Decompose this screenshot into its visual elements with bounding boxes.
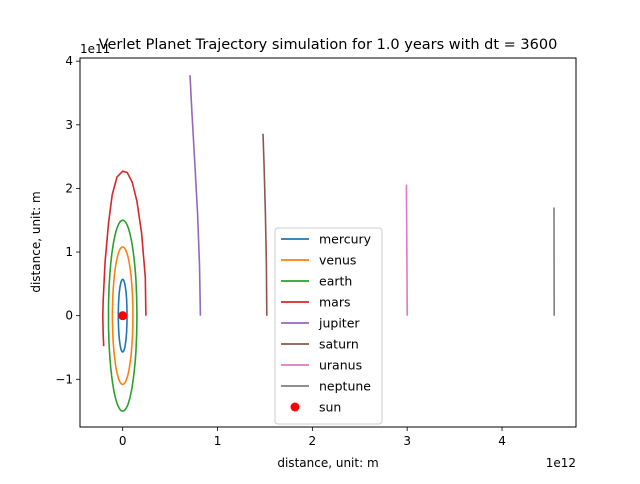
x-tick-label: 1 (214, 434, 222, 448)
y-tick-label: 1 (65, 245, 73, 259)
legend-label-mercury: mercury (319, 232, 372, 247)
y-offset-text: 1e11 (80, 42, 110, 56)
y-axis-label: distance, unit: m (29, 191, 43, 292)
y-tick-label: 2 (65, 181, 73, 195)
x-tick-label: 0 (119, 434, 127, 448)
y-tick-label: 0 (65, 309, 73, 323)
marker-sun (118, 311, 127, 320)
legend-label-venus: venus (319, 253, 356, 268)
legend-swatch-sun (291, 403, 300, 412)
x-tick-label: 4 (498, 434, 506, 448)
x-tick-label: 3 (403, 434, 411, 448)
x-axis-label: distance, unit: m (277, 456, 378, 470)
legend-label-mars: mars (319, 295, 351, 310)
legend: mercury venus earth mars jupiter saturn uranus… (275, 228, 382, 424)
legend-label-saturn: saturn (319, 337, 359, 352)
x-tick-label: 2 (309, 434, 317, 448)
legend-label-jupiter: jupiter (318, 316, 360, 331)
y-tick-label: −1 (55, 372, 73, 386)
x-offset-text: 1e12 (546, 456, 576, 470)
y-tick-label: 3 (65, 118, 73, 132)
y-tick-label: 4 (65, 54, 73, 68)
legend-label-uranus: uranus (319, 358, 362, 373)
legend-label-neptune: neptune (319, 379, 371, 394)
chart-title: Verlet Planet Trajectory simulation for … (99, 37, 558, 53)
legend-label-sun: sun (319, 400, 341, 415)
legend-label-earth: earth (319, 274, 352, 289)
series-line-uranus (406, 185, 407, 316)
